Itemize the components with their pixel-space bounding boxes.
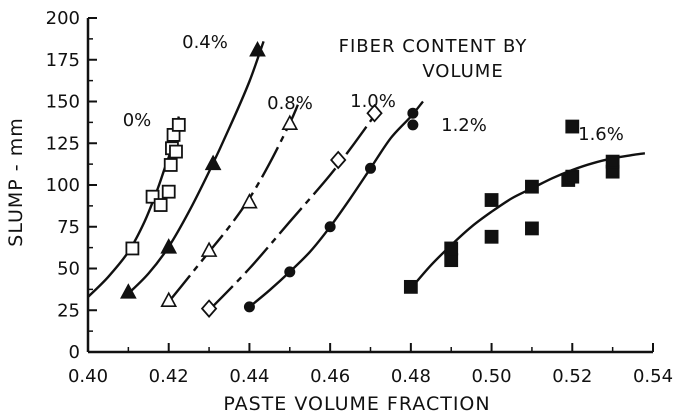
point-0pct [163, 158, 178, 172]
point-1-6pct [605, 154, 620, 169]
x-tick-label: 0.48 [391, 366, 431, 387]
y-tick-label: 25 [57, 300, 80, 321]
point-1-2pct [284, 266, 296, 278]
x-tick-label: 0.52 [552, 366, 592, 387]
point-0pct [153, 198, 168, 212]
x-tick-label: 0.42 [149, 366, 189, 387]
fit-line-1-2pct [248, 100, 424, 308]
x-tick-label: 0.46 [310, 366, 350, 387]
y-axis-title: SLUMP - mm [5, 117, 27, 246]
x-tick-label: 0.54 [633, 366, 673, 387]
point-1-6pct [525, 179, 539, 194]
point-0pct [171, 117, 186, 132]
point-1-0pct [366, 103, 383, 123]
series-label-1-6pct: 1.6% [578, 124, 624, 145]
series-label-0-8pct: 0.8% [267, 93, 313, 114]
point-1-6pct [565, 119, 580, 134]
x-tick-label: 0.44 [229, 366, 269, 387]
point-1-0pct [330, 150, 347, 170]
point-1-6pct [444, 241, 459, 256]
point-0pct [125, 241, 140, 256]
point-1-2pct [243, 301, 255, 313]
fit-line-0-8pct [167, 104, 299, 303]
point-1-2pct [324, 221, 336, 233]
y-tick-label: 150 [46, 92, 80, 113]
y-tick-label: 100 [46, 175, 80, 196]
point-1-6pct [565, 169, 580, 184]
annotation-line-1: FIBER CONTENT BY [339, 36, 528, 57]
y-tick-label: 0 [69, 342, 80, 363]
fit-line-1-0pct [208, 109, 380, 312]
annotation-line-2: VOLUME [422, 61, 503, 82]
point-1-2pct [407, 107, 419, 119]
y-tick-label: 200 [46, 8, 80, 29]
point-0-8pct [281, 114, 299, 131]
point-1-6pct [525, 221, 539, 236]
point-1-2pct [365, 162, 376, 174]
series-label-1-0pct: 1.0% [350, 91, 396, 112]
y-tick-label: 75 [57, 217, 80, 238]
fit-line-0-4pct [127, 40, 265, 295]
y-tick-label: 175 [46, 50, 80, 71]
point-0-4pct [249, 41, 266, 57]
point-0pct [169, 144, 183, 159]
point-1-6pct [484, 193, 499, 207]
x-axis-title: PASTE VOLUME FRACTION [223, 393, 490, 415]
point-1-2pct [407, 119, 419, 131]
y-tick-label: 50 [57, 259, 80, 280]
point-1-6pct [444, 253, 459, 268]
y-tick-label: 125 [46, 133, 80, 154]
point-0-8pct [200, 241, 218, 257]
series-label-0-4pct: 0.4% [182, 32, 228, 53]
point-0-4pct [120, 283, 137, 299]
x-tick-label: 0.40 [68, 366, 108, 387]
series-label-1-2pct: 1.2% [441, 115, 487, 136]
point-0-8pct [160, 291, 178, 308]
point-0-4pct [204, 154, 222, 171]
point-1-0pct [200, 299, 218, 318]
series-label-0pct: 0% [123, 110, 152, 131]
point-1-6pct [484, 229, 499, 244]
plot-area: 0 25 50 75 100 125 150 175 200 0.40 0.42 0.44 0.46 0.… [46, 8, 673, 387]
x-tick-label: 0.50 [472, 366, 512, 387]
point-1-6pct [403, 279, 418, 294]
point-0-8pct [241, 193, 258, 209]
point-0-4pct [160, 238, 178, 254]
point-0pct [161, 184, 176, 199]
